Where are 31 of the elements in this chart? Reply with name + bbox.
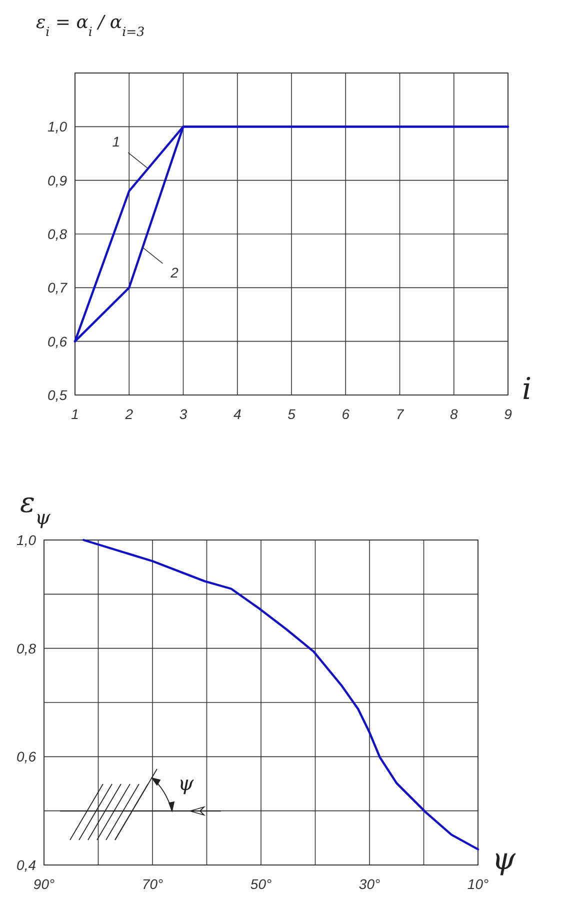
x-tick-label: 50° (250, 876, 272, 892)
x-tick-label: 2 (124, 406, 134, 422)
x-tick-label: 4 (233, 406, 242, 422)
x-axis-title: ψ (492, 842, 516, 877)
x-tick-label: 1 (71, 406, 79, 422)
x-tick-label: 7 (396, 406, 405, 422)
y-tick-label: 0,5 (48, 387, 68, 403)
x-tick-label: 8 (450, 406, 458, 422)
text: 1 (112, 134, 120, 150)
y-tick-label: 0,8 (16, 640, 36, 656)
text: 2 (170, 264, 179, 280)
y-tick-label: 0,9 (48, 172, 68, 188)
x-tick-label: 5 (288, 406, 296, 422)
y-tick-label: 0,7 (48, 280, 68, 296)
y-tick-label: 0,6 (16, 748, 36, 765)
x-tick-label: 90° (33, 876, 55, 892)
x-tick-label: 70° (142, 876, 164, 892)
x-tick-label: 6 (342, 406, 350, 422)
y-tick-label: 0,4 (16, 857, 36, 873)
y-axis-title: ε$_{ψ}$ (20, 486, 52, 528)
y-axis-title: ε$_{i}$ = α$_{i}$ / α$_{i=3}$ (36, 12, 145, 38)
x-tick-label: 30° (358, 876, 380, 892)
y-tick-label: 1,0 (16, 532, 36, 548)
x-tick-label: 10° (467, 876, 489, 892)
x-axis-title: i (522, 372, 532, 407)
y-tick-label: 1,0 (48, 118, 68, 135)
y-tick-label: 0,6 (48, 333, 68, 350)
annotation: ψ (178, 771, 194, 795)
x-tick-label: 9 (504, 406, 512, 422)
x-tick-label: 3 (179, 406, 188, 422)
y-tick-label: 0,8 (48, 226, 68, 242)
